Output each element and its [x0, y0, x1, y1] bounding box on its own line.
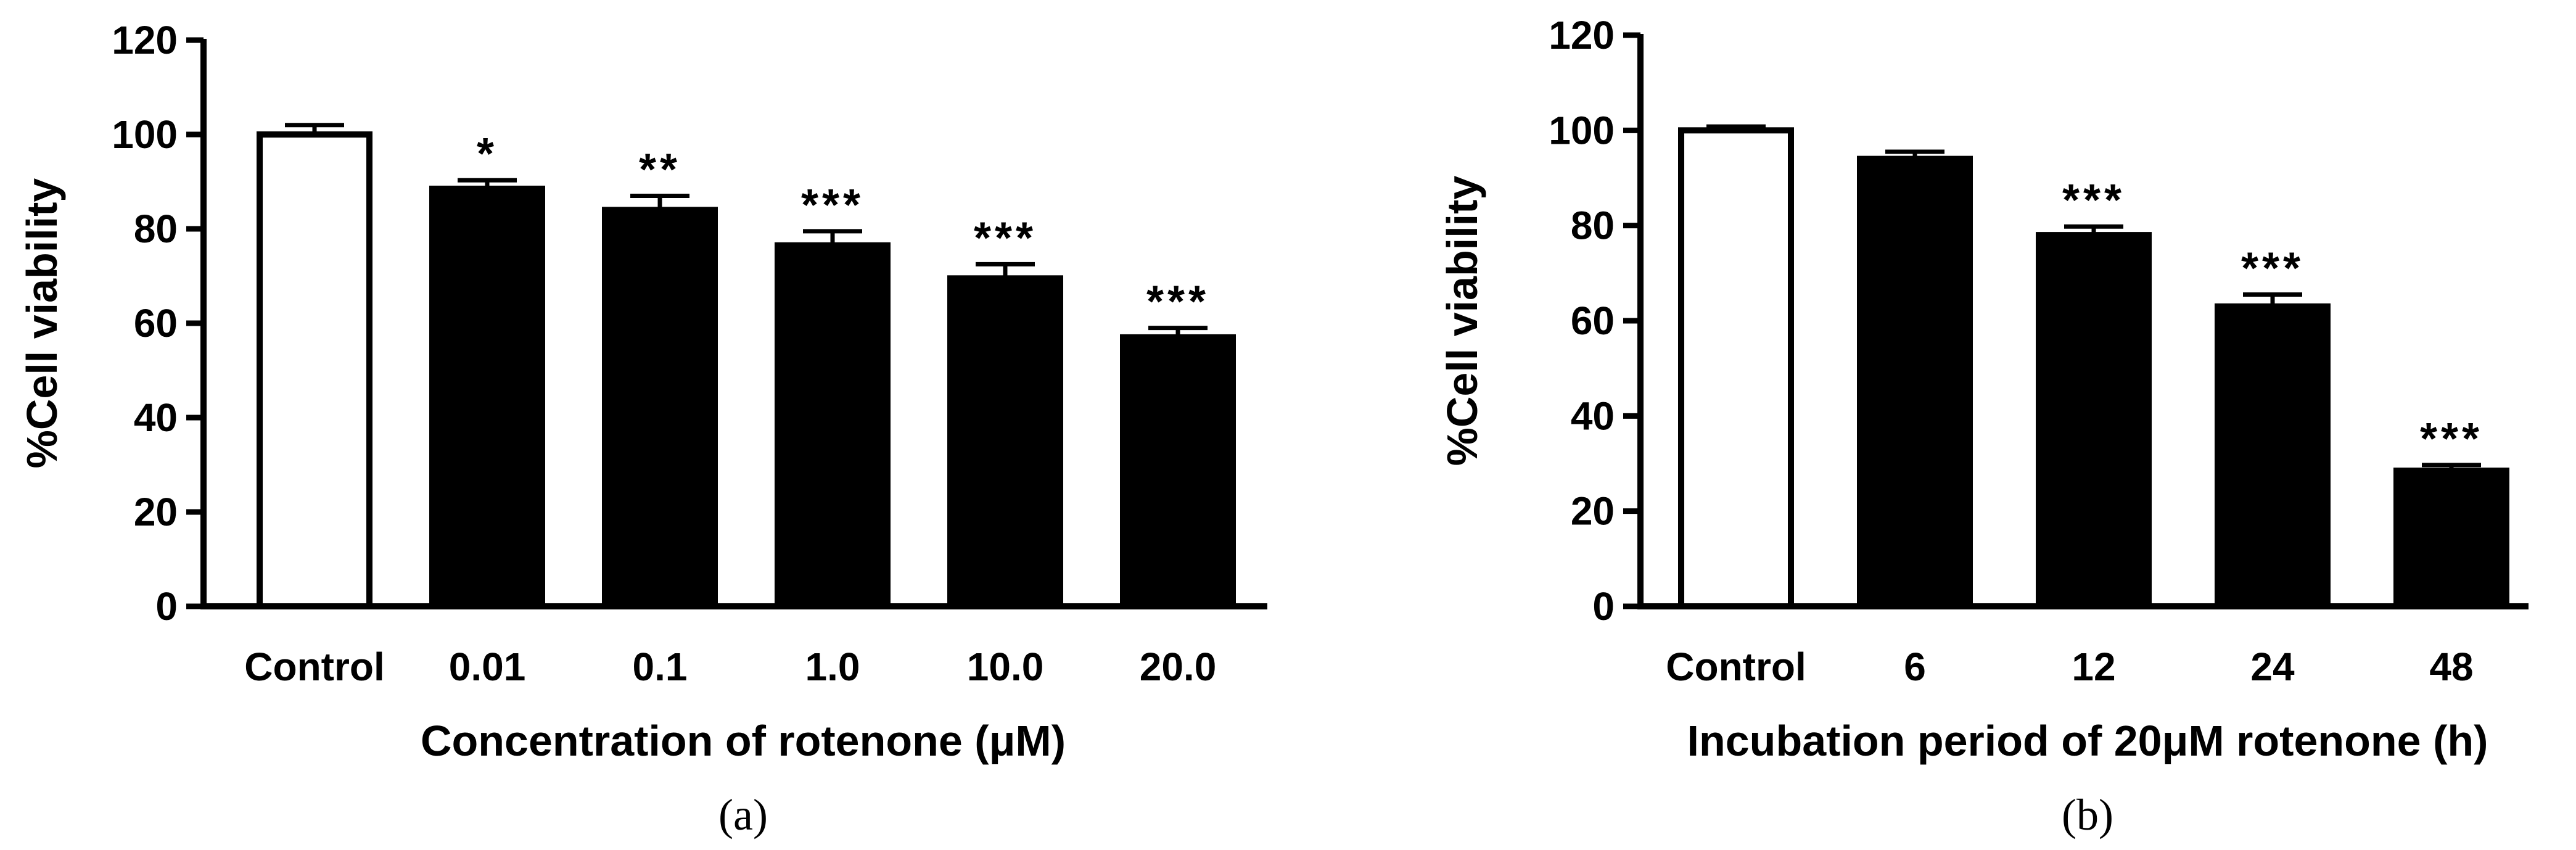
bar-20-0 [1120, 334, 1236, 609]
x-tick-label: Control [244, 645, 385, 689]
y-axis-title: %Cell viability [1438, 176, 1486, 466]
bar-1-0 [775, 242, 891, 609]
bar-0-1 [602, 207, 718, 609]
y-tick-label: 20 [134, 490, 178, 534]
significance-label: *** [1146, 278, 1209, 327]
panel-label: (b) [2062, 790, 2113, 840]
significance-label: * [477, 130, 498, 179]
significance-label: *** [801, 181, 864, 230]
bar-48 [2393, 468, 2509, 610]
significance-label: ** [639, 145, 681, 194]
x-axis-title: Concentration of rotenone (μM) [421, 717, 1066, 765]
x-tick-label: 48 [2429, 645, 2473, 689]
y-tick-label: 80 [1571, 204, 1615, 248]
bar-control [1678, 127, 1794, 610]
significance-label: *** [2241, 244, 2304, 294]
x-tick-label: 12 [2072, 645, 2115, 689]
y-axis-title: %Cell viability [18, 178, 66, 469]
y-tick-label: 80 [134, 207, 178, 251]
y-tick-label: 60 [1571, 299, 1615, 343]
x-tick-label: 10.0 [967, 645, 1044, 689]
x-tick-label: 6 [1904, 645, 1926, 689]
chart-panel-b: 0 20 40 60 80 100 120 Control 6 *** 12 *** 24 *** 48 %C… [1438, 13, 2529, 840]
bar-0-01 [429, 185, 545, 610]
significance-label: *** [2420, 415, 2483, 464]
y-tick-label: 100 [112, 112, 178, 157]
significance-label: *** [2062, 176, 2125, 225]
y-tick-label: 60 [134, 301, 178, 345]
x-tick-label: 24 [2250, 645, 2295, 689]
x-tick-label: 0.1 [633, 645, 688, 689]
y-tick-label: 40 [1571, 394, 1615, 438]
bar-6 [1857, 155, 1973, 609]
x-tick-label: Control [1666, 645, 1806, 689]
x-axis-title: Incubation period of 20μM rotenone (h) [1687, 717, 2488, 765]
x-tick-label: 0.01 [449, 645, 526, 689]
bar-24 [2215, 303, 2331, 609]
x-tick-label: 1.0 [805, 645, 860, 689]
y-tick-label: 0 [1592, 584, 1615, 629]
bar-10-0 [947, 275, 1063, 609]
y-tick-label: 40 [134, 395, 178, 440]
chart-panel-a: 0 20 40 60 80 100 120 Control * 0.01 ** 0.1 *** 1.0 **… [18, 18, 1267, 840]
bar-control [257, 131, 372, 609]
y-tick-label: 120 [112, 18, 178, 62]
y-tick-label: 0 [155, 584, 178, 629]
y-tick-label: 100 [1549, 108, 1615, 152]
significance-label: *** [974, 213, 1037, 263]
y-tick-label: 120 [1549, 13, 1615, 57]
x-tick-label: 20.0 [1140, 645, 1217, 689]
y-tick-label: 20 [1571, 489, 1615, 534]
bar-12 [2036, 232, 2152, 610]
panel-label: (a) [718, 790, 768, 840]
